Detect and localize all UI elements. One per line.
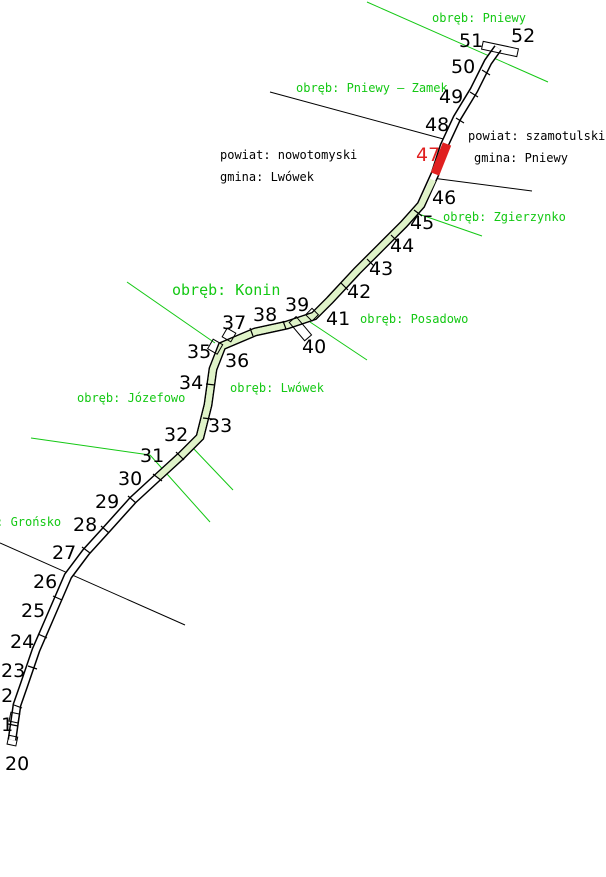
- precinct-boundary-line: [409, 210, 483, 237]
- right-powiat-label: powiat: szamotulski: [468, 129, 605, 143]
- point-label-37: 37: [222, 312, 246, 334]
- point-label-45: 45: [410, 212, 434, 234]
- point-label-30: 30: [118, 468, 142, 490]
- point-label-47: 47: [416, 144, 440, 166]
- point-label-39: 39: [285, 294, 309, 316]
- point-label-21: 21: [0, 714, 13, 736]
- precinct-label-jozefowo: obręb: Józefowo: [77, 391, 185, 405]
- precinct-labels: obręb: Pniewy obręb: Pniewy – Zamek obrę…: [0, 11, 566, 529]
- left-gmina-label: gmina: Lwówek: [220, 170, 315, 184]
- point-label-23: 23: [1, 660, 25, 682]
- marker-box-35: [206, 338, 224, 355]
- point-label-44: 44: [390, 235, 414, 257]
- right-gmina-label: gmina: Pniewy: [474, 151, 568, 165]
- precinct-boundary-line: [149, 454, 211, 523]
- marker-box-21: [8, 711, 21, 724]
- marker-box-41: [304, 307, 320, 322]
- precinct-label-konin: obręb: Konin: [172, 281, 280, 299]
- marker-box-52: [480, 40, 520, 58]
- precinct-label-gronsko: obręb: Grońsko: [0, 515, 61, 529]
- precinct-boundary-line: [192, 447, 234, 491]
- route-corridor: [6, 40, 520, 747]
- point-label-29: 29: [95, 491, 119, 513]
- point-label-41: 41: [326, 308, 350, 330]
- precinct-label-posadowo: obręb: Posadowo: [360, 312, 468, 326]
- precinct-boundary-line: [126, 281, 216, 344]
- precinct-label-zgierzynko: obręb: Zgierzynko: [443, 210, 566, 224]
- point-label-24: 24: [10, 631, 34, 653]
- route-green-section: [155, 178, 436, 480]
- point-label-26: 26: [33, 571, 57, 593]
- precinct-label-lwowek: obręb: Lwówek: [230, 381, 325, 395]
- point-label-43: 43: [369, 258, 393, 280]
- point-label-36: 36: [225, 350, 249, 372]
- point-label-25: 25: [21, 600, 45, 622]
- point-label-28: 28: [73, 514, 97, 536]
- precinct-boundary-line: [366, 1, 549, 83]
- point-label-50: 50: [451, 56, 475, 78]
- point-label-51: 51: [459, 30, 483, 52]
- county-boundary-line: [269, 91, 448, 141]
- marker-box-37: [221, 327, 237, 343]
- point-label-35: 35: [187, 341, 211, 363]
- boundary-lines: [0, 1, 549, 626]
- admin-labels: powiat: nowotomyski gmina: Lwówek powiat…: [220, 129, 605, 184]
- precinct-label-pniewy-zamek: obręb: Pniewy – Zamek: [296, 81, 448, 95]
- precinct-boundary-line: [309, 321, 368, 361]
- point-label-46: 46: [432, 187, 456, 209]
- commune-boundary-line: [0, 542, 186, 626]
- point-label-27: 27: [52, 542, 76, 564]
- point-label-38: 38: [253, 304, 277, 326]
- point-label-48: 48: [425, 114, 449, 136]
- marker-box-20: [6, 734, 19, 747]
- point-labels: 20 21 22 23 24 25 26 27 28 29 30 31 32 3…: [0, 25, 535, 775]
- point-label-20: 20: [5, 753, 29, 775]
- highlighted-segment-47: [430, 142, 452, 176]
- point-label-52: 52: [511, 25, 535, 47]
- point-label-31: 31: [140, 445, 164, 467]
- point-label-40: 40: [302, 336, 326, 358]
- precinct-boundary-line: [30, 437, 151, 456]
- point-label-42: 42: [347, 281, 371, 303]
- marker-box-40: [288, 315, 313, 342]
- county-boundary-line: [431, 177, 533, 192]
- point-label-32: 32: [164, 424, 188, 446]
- point-label-22: 22: [0, 685, 13, 707]
- point-label-49: 49: [439, 86, 463, 108]
- station-ticks: [7, 69, 491, 727]
- left-powiat-label: powiat: nowotomyski: [220, 148, 357, 162]
- point-label-34: 34: [179, 372, 203, 394]
- point-label-33: 33: [208, 415, 232, 437]
- precinct-label-pniewy: obręb: Pniewy: [432, 11, 526, 25]
